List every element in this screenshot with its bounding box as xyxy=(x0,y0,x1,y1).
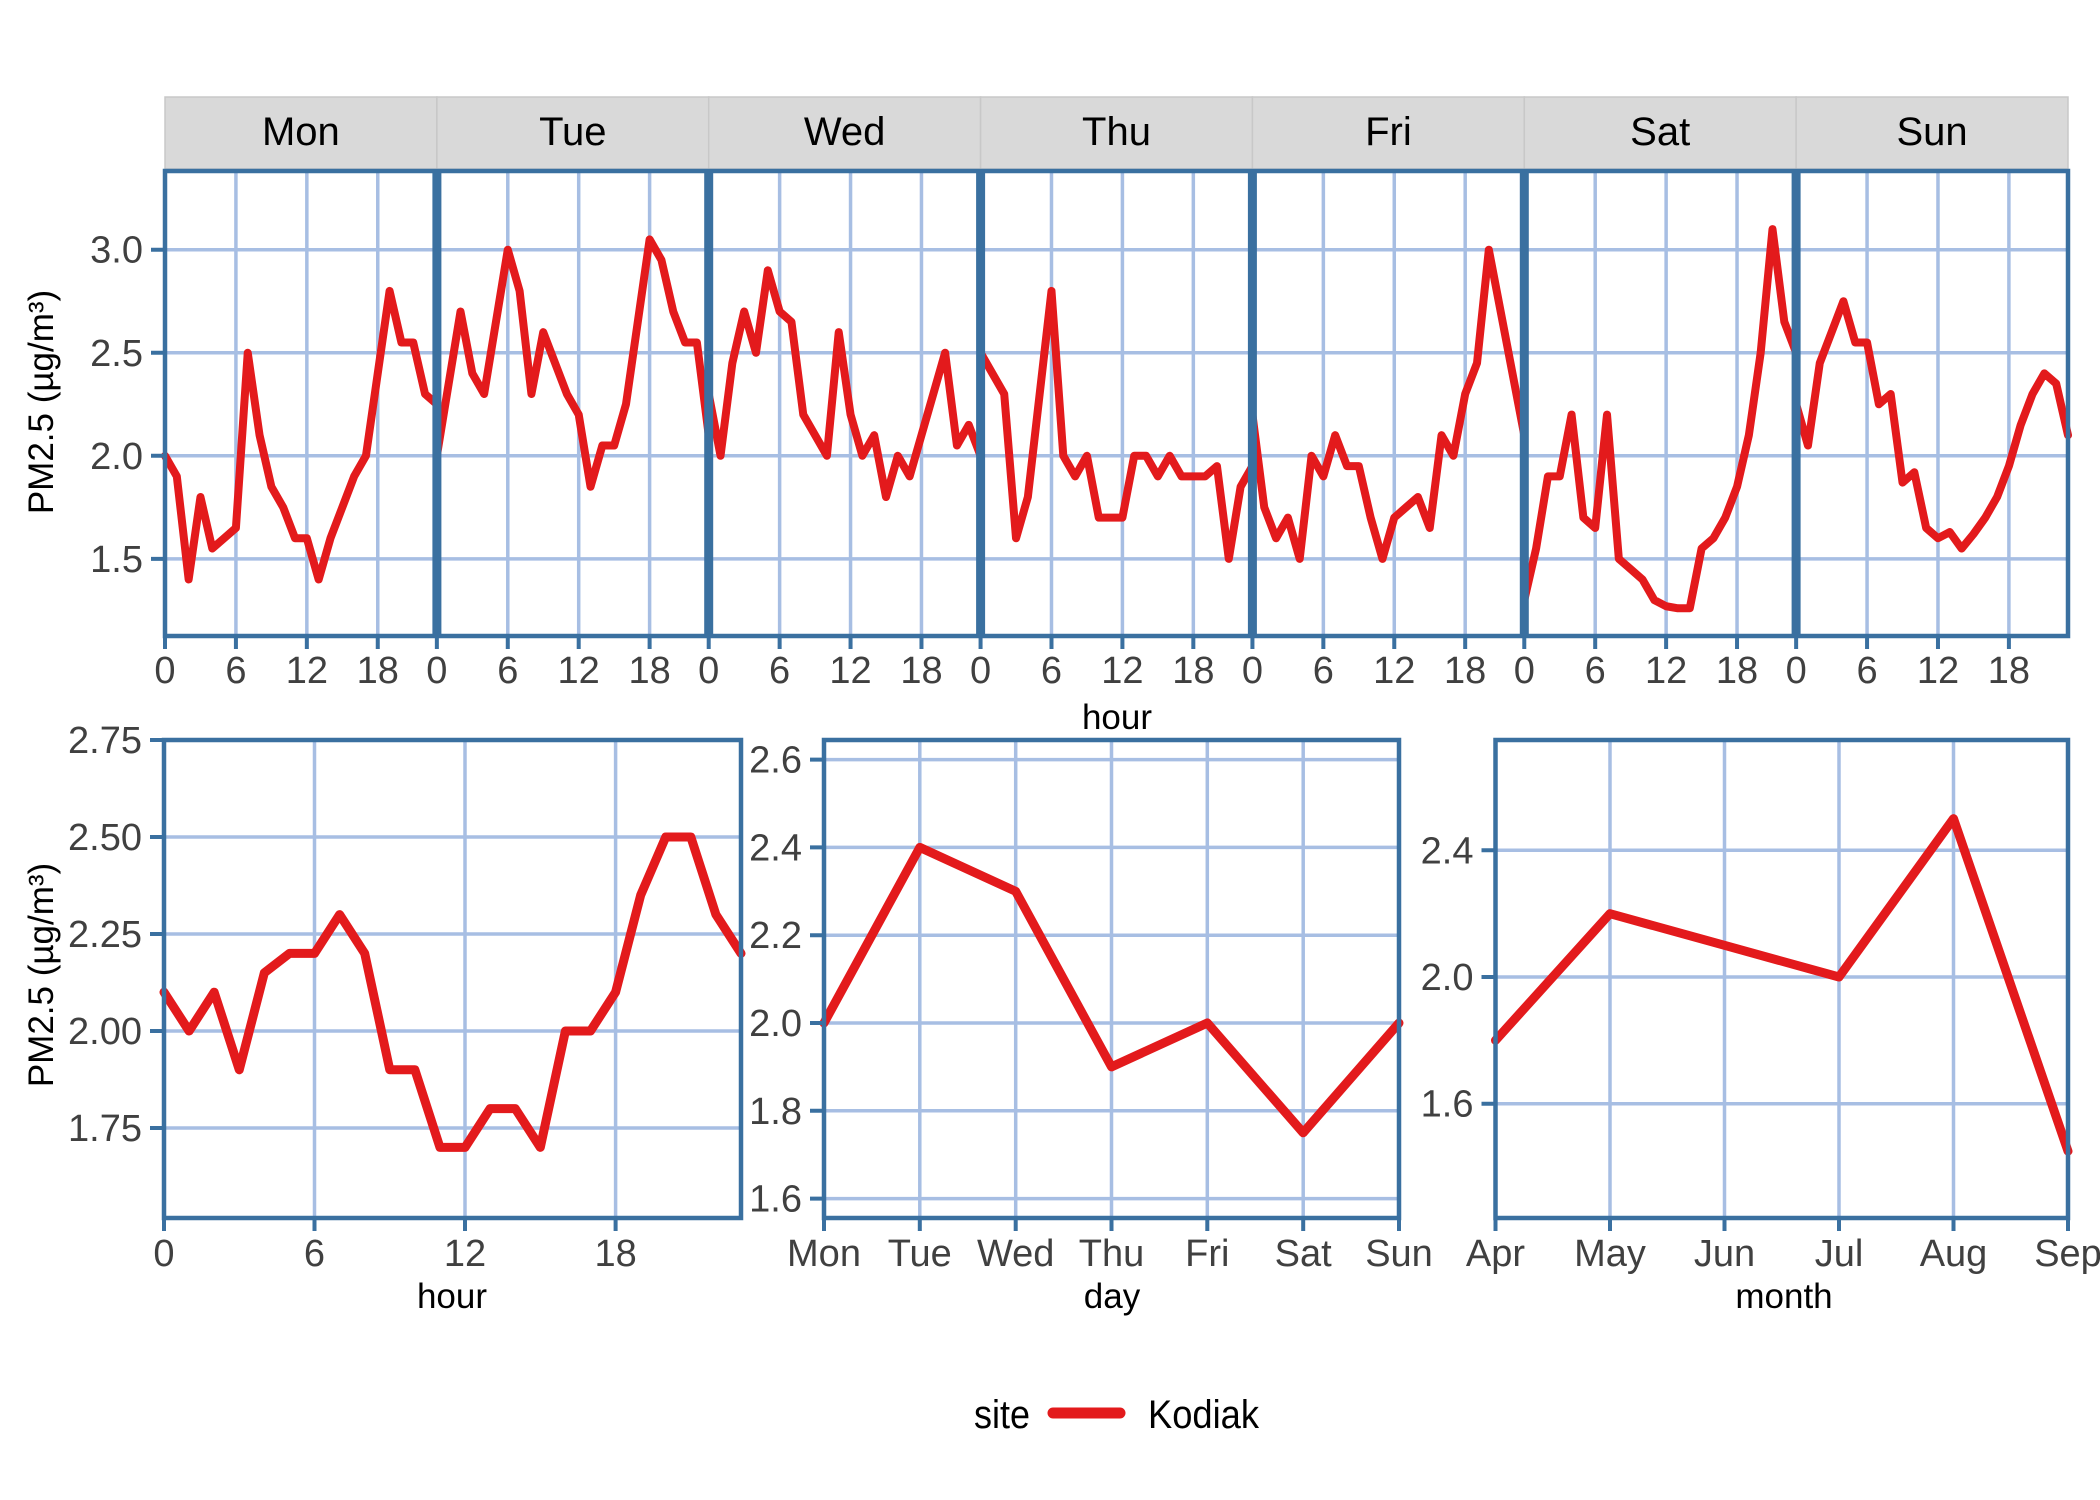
svg-text:hour: hour xyxy=(1082,698,1152,737)
svg-text:May: May xyxy=(1574,1233,1646,1275)
svg-text:0: 0 xyxy=(970,650,991,692)
svg-text:PM2.5 (µg/m³): PM2.5 (µg/m³) xyxy=(22,863,61,1087)
svg-text:12: 12 xyxy=(1101,650,1143,692)
svg-text:6: 6 xyxy=(1313,650,1334,692)
svg-text:Sat: Sat xyxy=(1275,1233,1332,1275)
svg-text:0: 0 xyxy=(698,650,719,692)
svg-text:2.4: 2.4 xyxy=(749,827,802,869)
svg-text:Mon: Mon xyxy=(262,110,340,154)
svg-text:18: 18 xyxy=(628,650,670,692)
svg-text:Wed: Wed xyxy=(977,1233,1054,1275)
svg-text:1.5: 1.5 xyxy=(90,539,143,581)
svg-text:2.0: 2.0 xyxy=(749,1003,802,1045)
svg-text:Thu: Thu xyxy=(1079,1233,1144,1275)
svg-text:Fri: Fri xyxy=(1185,1233,1229,1275)
svg-text:2.50: 2.50 xyxy=(68,817,142,859)
svg-text:1.75: 1.75 xyxy=(68,1108,142,1150)
svg-text:0: 0 xyxy=(153,1233,174,1275)
svg-text:hour: hour xyxy=(417,1277,487,1316)
svg-text:18: 18 xyxy=(1172,650,1214,692)
svg-text:18: 18 xyxy=(1444,650,1486,692)
svg-text:day: day xyxy=(1084,1277,1141,1316)
svg-text:Mon: Mon xyxy=(787,1233,861,1275)
svg-text:Apr: Apr xyxy=(1466,1233,1525,1275)
svg-text:6: 6 xyxy=(497,650,518,692)
svg-text:12: 12 xyxy=(1917,650,1959,692)
svg-text:0: 0 xyxy=(1242,650,1263,692)
svg-text:0: 0 xyxy=(426,650,447,692)
svg-text:18: 18 xyxy=(900,650,942,692)
svg-text:18: 18 xyxy=(594,1233,636,1275)
svg-text:Kodiak: Kodiak xyxy=(1148,1393,1260,1437)
svg-text:Fri: Fri xyxy=(1365,110,1412,154)
svg-text:2.0: 2.0 xyxy=(1421,957,1474,999)
svg-text:12: 12 xyxy=(1373,650,1415,692)
svg-text:3.0: 3.0 xyxy=(90,230,143,272)
svg-text:Tue: Tue xyxy=(539,110,606,154)
svg-text:12: 12 xyxy=(444,1233,486,1275)
svg-text:Thu: Thu xyxy=(1082,110,1151,154)
svg-text:12: 12 xyxy=(558,650,600,692)
svg-text:1.6: 1.6 xyxy=(749,1179,802,1221)
svg-text:1.6: 1.6 xyxy=(1421,1084,1474,1126)
svg-text:2.6: 2.6 xyxy=(749,740,802,782)
svg-text:Sep: Sep xyxy=(2034,1233,2100,1275)
svg-text:Tue: Tue xyxy=(888,1233,952,1275)
svg-text:18: 18 xyxy=(357,650,399,692)
svg-text:2.75: 2.75 xyxy=(68,720,142,762)
svg-text:0: 0 xyxy=(154,650,175,692)
svg-text:Jun: Jun xyxy=(1694,1233,1755,1275)
svg-text:2.00: 2.00 xyxy=(68,1011,142,1053)
svg-text:Sun: Sun xyxy=(1365,1233,1433,1275)
svg-text:Sat: Sat xyxy=(1630,110,1690,154)
svg-text:6: 6 xyxy=(304,1233,325,1275)
svg-text:2.5: 2.5 xyxy=(90,333,143,375)
svg-text:Jul: Jul xyxy=(1815,1233,1864,1275)
svg-text:month: month xyxy=(1735,1277,1832,1316)
svg-text:2.4: 2.4 xyxy=(1421,830,1474,872)
svg-text:18: 18 xyxy=(1716,650,1758,692)
svg-text:6: 6 xyxy=(225,650,246,692)
svg-text:Wed: Wed xyxy=(804,110,886,154)
svg-text:Sun: Sun xyxy=(1897,110,1968,154)
svg-text:2.25: 2.25 xyxy=(68,914,142,956)
svg-text:0: 0 xyxy=(1786,650,1807,692)
svg-text:2.2: 2.2 xyxy=(749,915,802,957)
svg-text:2.0: 2.0 xyxy=(90,436,143,478)
svg-text:12: 12 xyxy=(829,650,871,692)
svg-text:Aug: Aug xyxy=(1920,1233,1988,1275)
svg-text:1.8: 1.8 xyxy=(749,1091,802,1133)
svg-text:18: 18 xyxy=(1988,650,2030,692)
svg-text:12: 12 xyxy=(1645,650,1687,692)
svg-text:6: 6 xyxy=(1585,650,1606,692)
svg-text:6: 6 xyxy=(1041,650,1062,692)
svg-text:site: site xyxy=(974,1393,1030,1437)
svg-text:0: 0 xyxy=(1514,650,1535,692)
svg-text:6: 6 xyxy=(1856,650,1877,692)
svg-text:12: 12 xyxy=(286,650,328,692)
svg-text:6: 6 xyxy=(769,650,790,692)
svg-text:PM2.5 (µg/m³): PM2.5 (µg/m³) xyxy=(22,290,61,514)
